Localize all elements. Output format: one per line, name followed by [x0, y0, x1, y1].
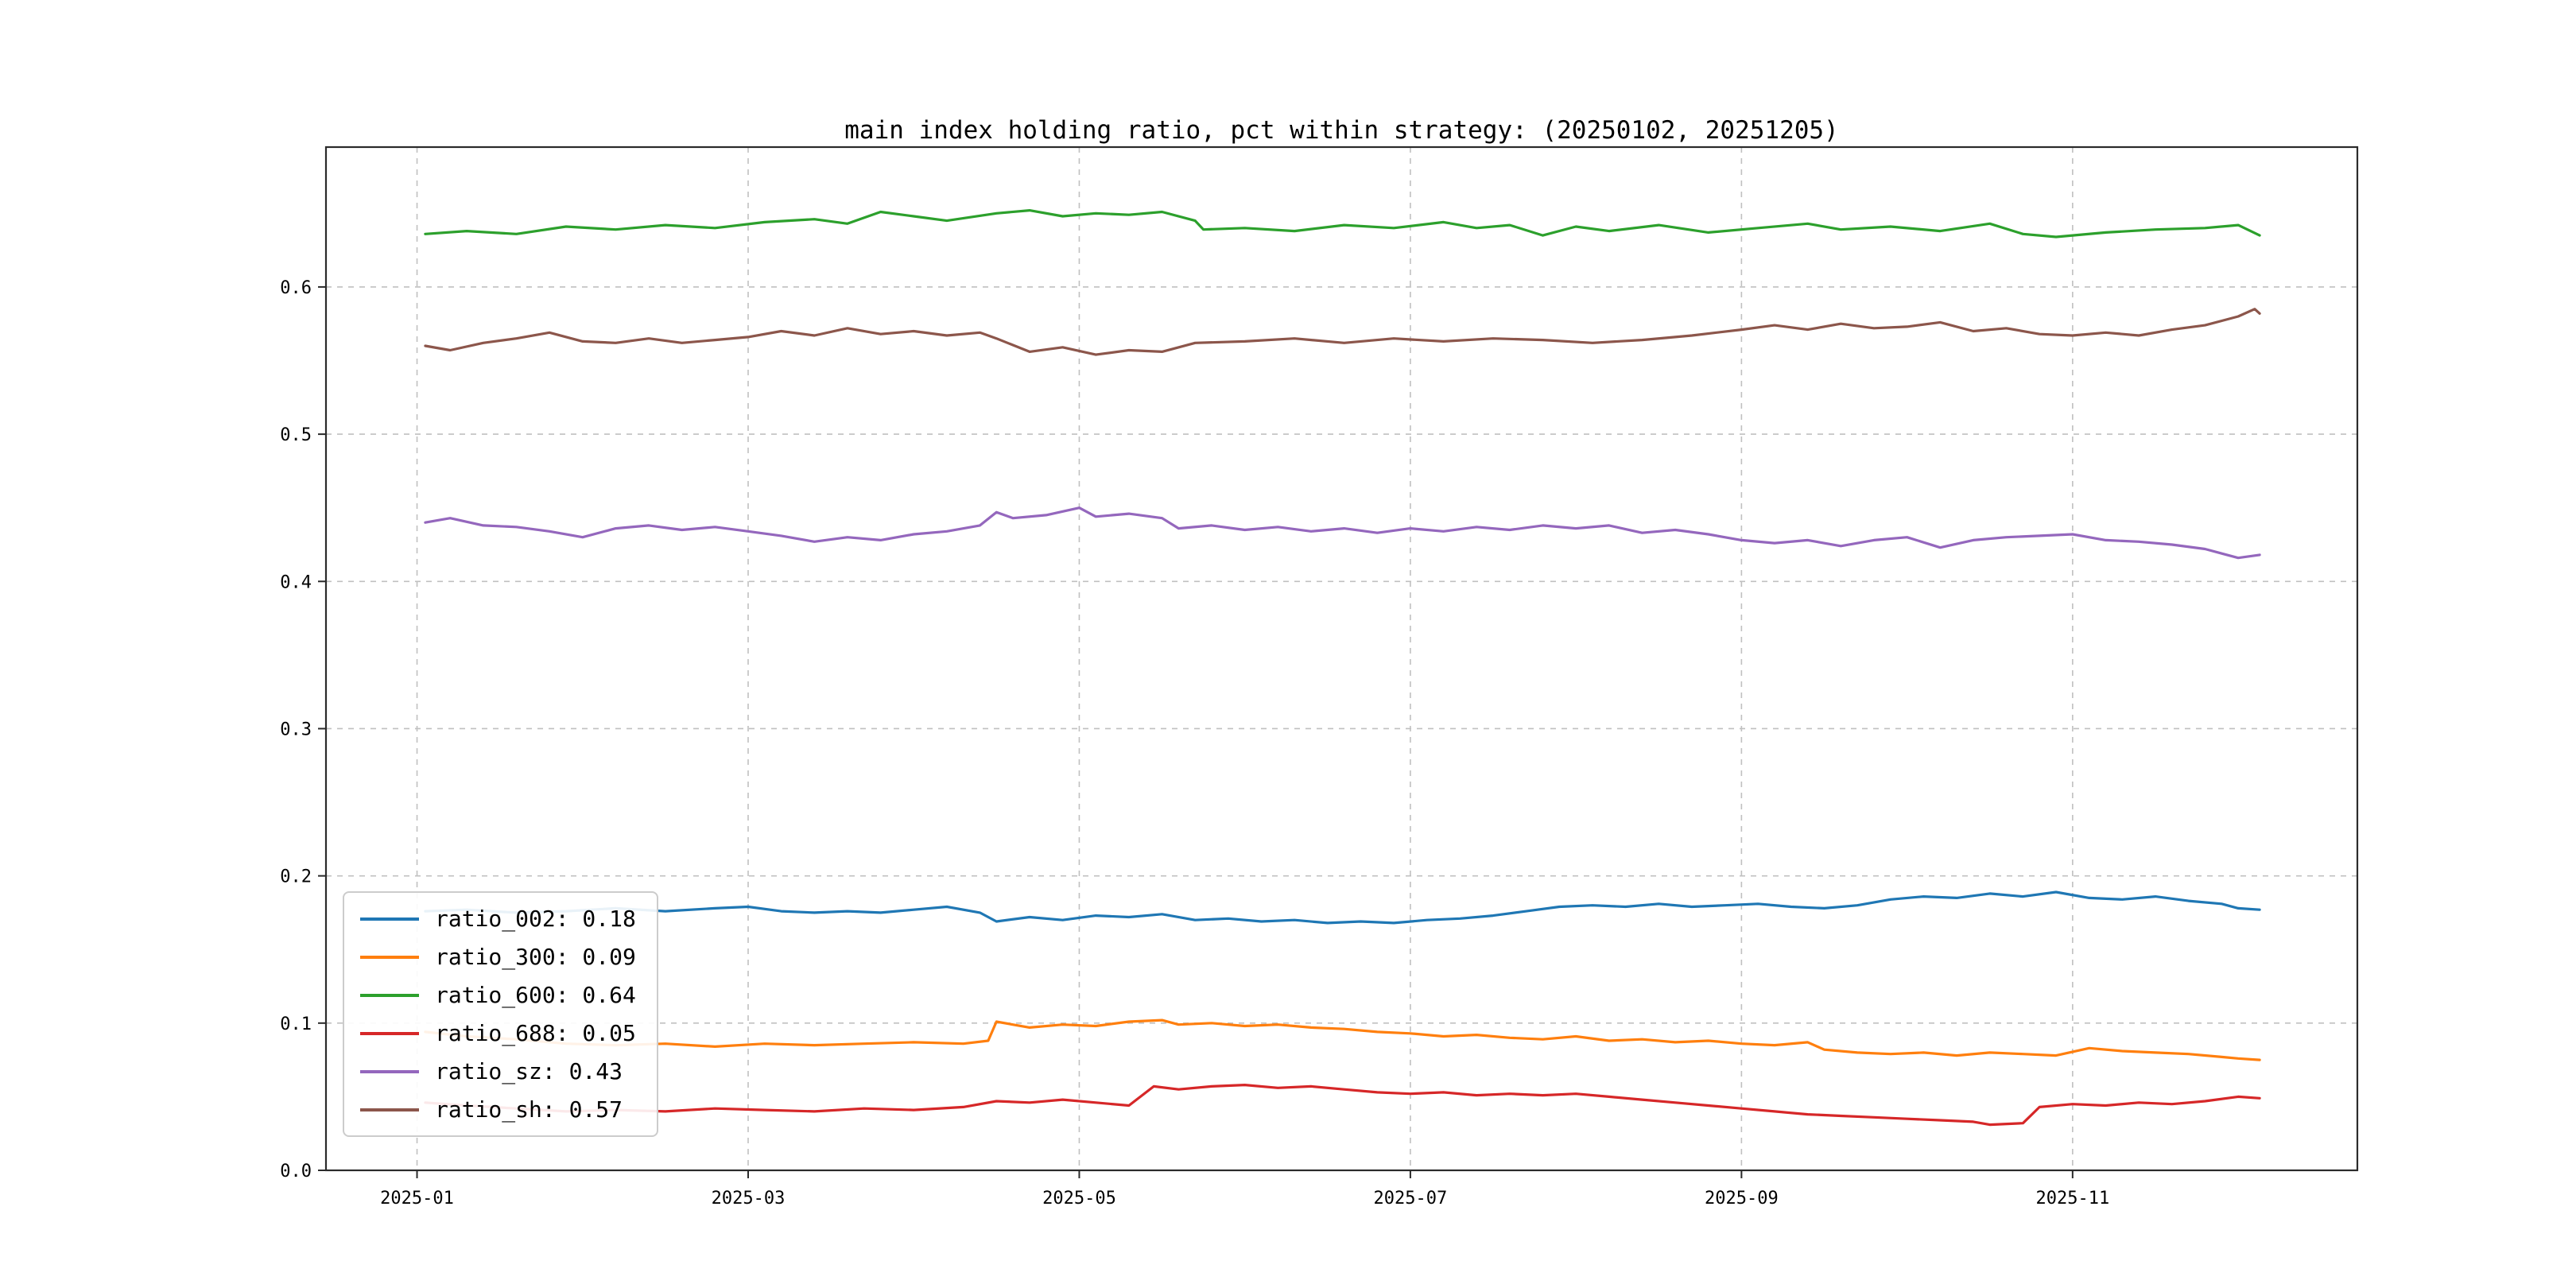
legend-line-swatch	[360, 955, 419, 959]
x-tick-label: 2025-03	[712, 1189, 786, 1208]
series-line-ratio_sz	[424, 506, 2261, 560]
legend-line-swatch	[360, 993, 419, 997]
x-tick-label: 2025-01	[380, 1189, 454, 1208]
y-tick-label: 0.6	[280, 278, 312, 298]
y-tick-label: 0.2	[280, 867, 312, 887]
legend-line-swatch	[360, 1031, 419, 1035]
y-tick-label: 0.4	[280, 572, 312, 592]
series-line-ratio_300	[424, 1018, 2261, 1061]
series-line-ratio_002	[424, 890, 2261, 925]
legend-line-swatch	[360, 917, 419, 921]
chart-title: main index holding ratio, pct within str…	[844, 116, 1839, 145]
y-tick-label: 0.1	[280, 1014, 312, 1034]
y-tick-label: 0.5	[280, 425, 312, 445]
legend-entry-ratio_600: ratio_600: 0.64	[360, 982, 636, 1008]
series-line-ratio_688	[424, 1083, 2261, 1127]
legend-label: ratio_sh: 0.57	[435, 1096, 623, 1123]
legend-entry-ratio_sh: ratio_sh: 0.57	[360, 1096, 636, 1123]
legend-entry-ratio_sz: ratio_sz: 0.43	[360, 1058, 636, 1084]
series-line-ratio_sh	[424, 308, 2261, 356]
legend-entry-ratio_002: ratio_002: 0.18	[360, 906, 636, 932]
plot-border	[324, 145, 2359, 1172]
x-tick-label: 2025-07	[1374, 1189, 1448, 1208]
y-tick-label: 0.3	[280, 720, 312, 739]
x-tick-label: 2025-05	[1042, 1189, 1116, 1208]
legend: ratio_002: 0.18 ratio_300: 0.09 ratio_600:…	[343, 891, 658, 1137]
series-line-ratio_600	[424, 209, 2261, 239]
legend-label: ratio_sz: 0.43	[435, 1058, 623, 1084]
legend-line-swatch	[360, 1069, 419, 1073]
legend-label: ratio_688: 0.05	[435, 1020, 636, 1046]
legend-line-swatch	[360, 1108, 419, 1111]
legend-entry-ratio_300: ratio_300: 0.09	[360, 944, 636, 970]
legend-label: ratio_002: 0.18	[435, 906, 636, 932]
legend-label: ratio_600: 0.64	[435, 982, 636, 1008]
x-tick-label: 2025-11	[2035, 1189, 2109, 1208]
legend-label: ratio_300: 0.09	[435, 944, 636, 970]
legend-entry-ratio_688: ratio_688: 0.05	[360, 1020, 636, 1046]
y-tick-label: 0.0	[280, 1162, 312, 1181]
x-tick-label: 2025-09	[1705, 1189, 1779, 1208]
